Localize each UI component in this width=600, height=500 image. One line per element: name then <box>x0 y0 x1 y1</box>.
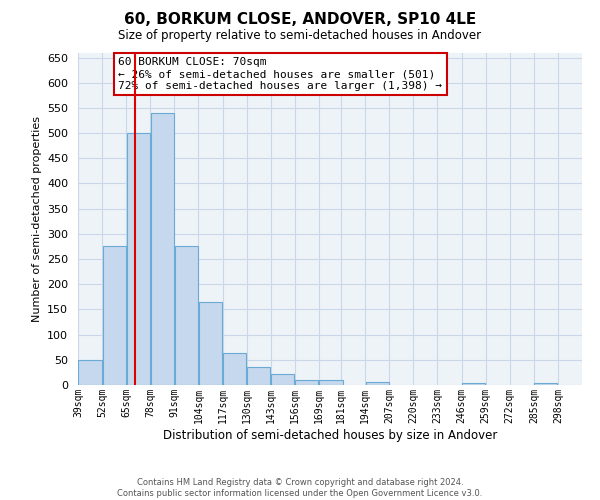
Text: Contains HM Land Registry data © Crown copyright and database right 2024.
Contai: Contains HM Land Registry data © Crown c… <box>118 478 482 498</box>
Bar <box>127 133 150 385</box>
Text: 60 BORKUM CLOSE: 70sqm
← 26% of semi-detached houses are smaller (501)
72% of se: 60 BORKUM CLOSE: 70sqm ← 26% of semi-det… <box>118 58 442 90</box>
Bar <box>365 382 389 385</box>
Bar <box>199 302 222 385</box>
Bar <box>151 113 174 385</box>
Bar <box>462 384 485 385</box>
Bar <box>534 384 557 385</box>
Bar <box>295 380 319 385</box>
Bar <box>175 246 198 385</box>
Bar <box>79 360 101 385</box>
Bar <box>103 246 126 385</box>
Bar <box>271 374 295 385</box>
X-axis label: Distribution of semi-detached houses by size in Andover: Distribution of semi-detached houses by … <box>163 428 497 442</box>
Bar <box>319 380 343 385</box>
Text: Size of property relative to semi-detached houses in Andover: Size of property relative to semi-detach… <box>118 29 482 42</box>
Y-axis label: Number of semi-detached properties: Number of semi-detached properties <box>32 116 41 322</box>
Text: 60, BORKUM CLOSE, ANDOVER, SP10 4LE: 60, BORKUM CLOSE, ANDOVER, SP10 4LE <box>124 12 476 28</box>
Bar <box>223 354 246 385</box>
Bar <box>247 368 270 385</box>
